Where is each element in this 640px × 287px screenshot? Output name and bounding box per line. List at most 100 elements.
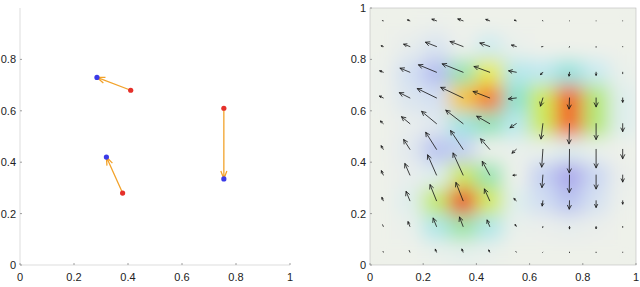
heat-cell [423,8,451,34]
y-tick-label: 0.2 [1,208,16,220]
vector-arrow [380,121,383,124]
vector-arrow [417,89,436,98]
x-tick [529,263,530,265]
heat-cell [396,213,424,240]
y-tick [370,59,372,60]
vector-arrow [567,201,571,209]
heat-cell [396,59,424,86]
vector-arrow [381,146,383,150]
heat-cell [503,187,531,214]
vector-arrow [406,191,410,200]
vector-arrow [482,161,489,175]
vector-arrow [512,149,516,153]
vector-arrow [456,183,464,201]
vector-arrow [446,110,463,123]
heat-cell [556,239,584,265]
y-tick-label: 0.2 [351,208,366,220]
heat-cell [396,136,424,163]
heat-cell [503,136,531,163]
vector-arrow [477,116,490,123]
heat-cell [423,213,451,240]
heat-cell [503,110,531,137]
vector-arrow [540,149,544,167]
vector-arrow [426,132,437,149]
heat-cell [503,33,531,60]
heat-cell [370,85,397,112]
end-point [104,154,109,159]
heat-cell [503,213,531,240]
vector-arrow [540,98,544,106]
figure: 00.20.40.60.8100.20.40.60.800.20.40.60.8… [0,0,640,287]
vector-arrow [512,45,517,47]
vector-arrow [569,226,570,228]
vector-arrow [621,175,624,182]
vector-arrow [379,96,383,98]
x-tick [423,263,424,265]
heat-cell [396,110,424,137]
vector-arrow [442,63,463,72]
vector-arrow [462,249,463,252]
x-tick-label: 0.6 [522,271,537,283]
vector-arrow [419,64,437,72]
y-tick [20,162,22,163]
y-tick [370,213,372,214]
heat-cell [370,33,397,60]
x-tick-label: 0.4 [469,271,484,283]
heat-cell [449,213,477,240]
y-tick [370,162,372,163]
heat-cell [476,187,504,214]
vector-arrow [515,225,516,227]
x-tick-label: 1 [633,271,639,283]
x-tick [236,263,237,265]
heat-cell [370,162,397,189]
vector-arrow [435,249,436,252]
panel: 00.20.40.60.8100.20.40.60.8 [1,8,293,283]
heat-cell [529,187,557,214]
vector-arrow [541,201,543,206]
heat-cell [529,33,557,60]
vector-arrow [515,251,516,253]
vector-arrow [474,66,490,72]
x-tick [636,263,637,265]
x-tick-label: 0.4 [120,271,135,283]
data-area [94,75,227,196]
y-tick [20,110,22,111]
vector-arrow [542,226,543,227]
heat-cell [476,8,504,34]
y-tick [20,59,22,60]
vector-arrow [404,140,410,150]
vector-arrow [509,70,517,73]
heat-cell [476,239,504,265]
heat-cell [609,59,636,86]
heat-cell [370,59,397,86]
vector-arrow [594,124,598,140]
heat-cell [609,239,636,265]
vector-arrow [430,185,437,201]
heat-cell [582,8,610,34]
heat-cell [609,213,636,240]
heat-cell [396,239,424,265]
y-tick-label: 0.4 [351,156,366,168]
heat-cell [476,33,504,60]
heat-cell [556,8,584,34]
heat-cell [582,85,610,112]
vector-arrow [621,149,625,158]
x-tick-label: 0.8 [575,271,590,283]
x-tick [290,263,291,265]
vector-arrow [595,226,597,228]
vector-arrow [404,44,410,47]
vector-arrow [382,197,384,200]
vector-arrow [567,149,571,173]
heat-cell [609,187,636,214]
vector-arrow [425,42,436,47]
heat-cell [582,33,610,60]
heat-cell [529,85,557,112]
heat-cell [503,162,531,189]
x-tick-label: 0.2 [66,271,81,283]
vector-arrow [567,124,571,144]
y-tick [370,110,372,111]
data-area [370,8,636,265]
heat-cell [449,33,477,60]
vector-arrow [458,19,463,21]
vector-field [379,19,624,253]
